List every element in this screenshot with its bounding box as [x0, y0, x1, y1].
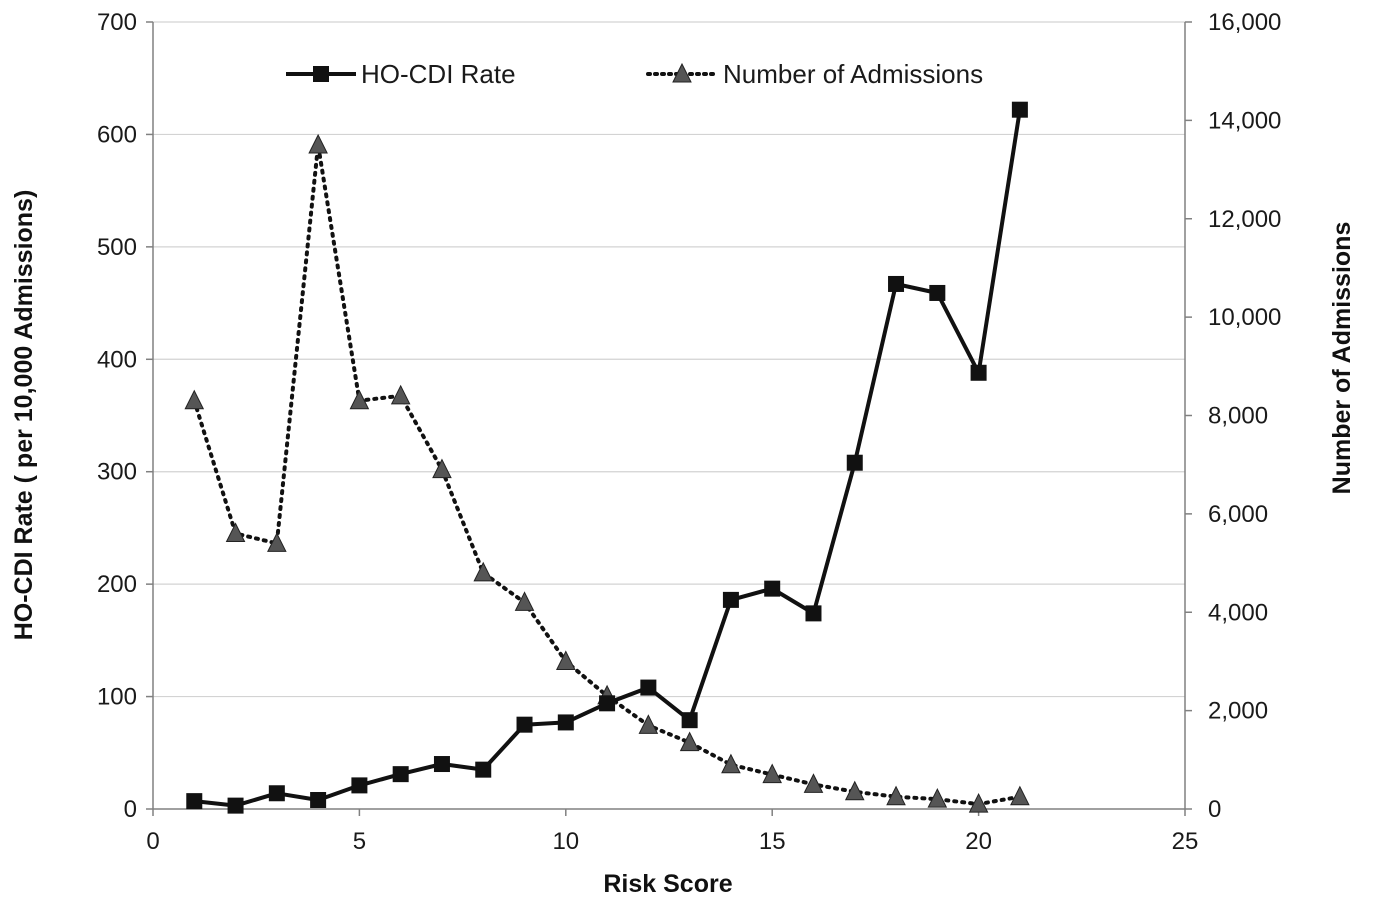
data-point-ho-cdi-rate [310, 792, 327, 809]
y-axis-left-title: HO-CDI Rate ( per 10,000 Admissions) [10, 190, 38, 641]
data-point-number-of-admissions [432, 458, 452, 479]
data-point-ho-cdi-rate [599, 695, 616, 712]
data-point-ho-cdi-rate [392, 766, 409, 783]
data-point-number-of-admissions [514, 591, 535, 611]
y-left-tick-label: 200 [97, 571, 137, 598]
y-left-tick-label: 100 [97, 684, 137, 711]
data-point-number-of-admissions [267, 532, 287, 552]
y-right-tick-label: 2,000 [1208, 698, 1268, 725]
data-point-ho-cdi-rate [970, 364, 987, 381]
y-left-tick-label: 500 [97, 234, 137, 261]
y-left-tick-label: 0 [124, 796, 137, 823]
data-point-ho-cdi-rate [681, 712, 698, 729]
y-left-tick-label: 400 [97, 346, 137, 373]
legend-marker-square-icon [313, 66, 329, 82]
y-left-tick-label: 700 [97, 9, 137, 36]
data-point-ho-cdi-rate [846, 454, 863, 471]
x-tick-label: 20 [965, 828, 992, 855]
data-point-ho-cdi-rate [929, 284, 946, 301]
legend-label-ho-cdi-rate: HO-CDI Rate [361, 59, 516, 89]
legend-marker-triangle-icon [672, 62, 692, 83]
legend-label-number-of-admissions: Number of Admissions [723, 59, 983, 89]
data-point-number-of-admissions [844, 780, 865, 801]
x-tick-label: 15 [759, 828, 786, 855]
data-point-number-of-admissions [803, 773, 824, 793]
legend: HO-CDI Rate Number of Admissions [286, 59, 983, 89]
y-right-tick-label: 16,000 [1208, 9, 1281, 36]
y-right-tick-label: 6,000 [1208, 501, 1268, 528]
data-point-number-of-admissions [555, 650, 576, 670]
y-right-tick-label: 8,000 [1208, 403, 1268, 430]
data-point-ho-cdi-rate [722, 591, 739, 608]
y-left-tick-label: 300 [97, 459, 137, 486]
y-right-tick-label: 14,000 [1208, 107, 1281, 134]
data-point-ho-cdi-rate [433, 756, 450, 773]
x-tick-label: 25 [1172, 828, 1199, 855]
data-point-number-of-admissions [184, 389, 205, 410]
data-point-ho-cdi-rate [186, 793, 203, 810]
x-axis-title: Risk Score [603, 870, 732, 898]
data-point-ho-cdi-rate [268, 785, 285, 802]
data-point-ho-cdi-rate [640, 679, 657, 696]
data-point-number-of-admissions [473, 561, 494, 582]
data-point-number-of-admissions [927, 788, 948, 808]
series-layer [184, 101, 1030, 814]
legend-item-number-of-admissions: Number of Admissions [646, 59, 983, 89]
data-point-ho-cdi-rate [764, 580, 781, 597]
data-point-number-of-admissions [1010, 785, 1030, 806]
legend-item-ho-cdi-rate: HO-CDI Rate [286, 59, 516, 89]
data-point-number-of-admissions [721, 753, 741, 774]
y-axis-right-title: Number of Admissions [1328, 222, 1356, 495]
x-tick-label: 5 [353, 828, 366, 855]
data-point-ho-cdi-rate [227, 797, 244, 814]
data-point-number-of-admissions [886, 785, 906, 806]
y-right-tick-label: 4,000 [1208, 599, 1268, 626]
data-point-ho-cdi-rate [557, 714, 574, 731]
data-point-ho-cdi-rate [805, 605, 822, 622]
axes [146, 21, 1192, 816]
data-point-number-of-admissions [225, 522, 246, 543]
y-left-tick-label: 600 [97, 121, 137, 148]
data-point-ho-cdi-rate [888, 275, 905, 292]
y-right-tick-label: 10,000 [1208, 304, 1281, 331]
data-point-ho-cdi-rate [516, 716, 533, 733]
data-point-ho-cdi-rate [475, 761, 492, 778]
data-point-number-of-admissions [968, 792, 989, 813]
data-point-number-of-admissions [349, 389, 370, 410]
data-point-number-of-admissions [308, 133, 328, 154]
x-tick-label: 10 [552, 828, 579, 855]
data-point-ho-cdi-rate [351, 777, 368, 794]
data-point-ho-cdi-rate [1011, 101, 1028, 118]
y-right-tick-label: 12,000 [1208, 206, 1281, 233]
data-point-number-of-admissions [762, 763, 783, 784]
gridlines [153, 21, 1185, 698]
data-point-number-of-admissions [390, 384, 411, 405]
y-right-tick-label: 0 [1208, 796, 1221, 823]
x-tick-label: 0 [146, 828, 159, 855]
data-point-number-of-admissions [679, 731, 700, 752]
tick-labels: 010020030040050060070002,0004,0006,0008,… [97, 9, 1281, 855]
data-point-number-of-admissions [638, 714, 659, 734]
